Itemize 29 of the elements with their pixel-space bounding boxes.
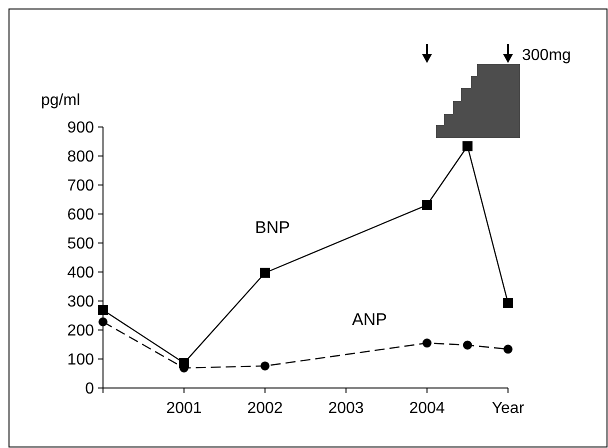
point — [504, 344, 512, 354]
point — [503, 298, 513, 308]
point — [98, 304, 108, 315]
x-tick-label: Year — [492, 400, 525, 417]
point — [463, 340, 472, 350]
text: 300mg — [522, 47, 571, 64]
y-tick-label: 600 — [67, 206, 94, 224]
x-tick-label: 2001 — [166, 400, 202, 417]
y-axis-title: pg/ml — [41, 92, 80, 109]
y-tick-label: 400 — [67, 264, 94, 282]
x-tick-label: 2004 — [409, 400, 445, 417]
point — [98, 317, 108, 326]
point — [260, 268, 270, 278]
y-tick-label: 800 — [67, 148, 94, 166]
series-label: ANP — [352, 310, 387, 330]
y-tick-label: 300 — [67, 294, 94, 311]
point — [260, 361, 270, 370]
y-tick-label: 200 — [67, 322, 94, 340]
point — [422, 200, 432, 210]
point — [422, 338, 432, 348]
y-tick-label: 900 — [67, 120, 94, 137]
y-tick-label: 500 — [67, 236, 94, 253]
y-tick-label: 0 — [85, 380, 94, 398]
point — [462, 141, 472, 152]
series-label: BNP — [255, 218, 290, 237]
y-tick-label: 100 — [67, 352, 94, 369]
x-tick-label: 2002 — [247, 400, 283, 417]
y-tick-label: 700 — [67, 178, 94, 195]
x-tick-label: 2003 — [328, 400, 364, 417]
